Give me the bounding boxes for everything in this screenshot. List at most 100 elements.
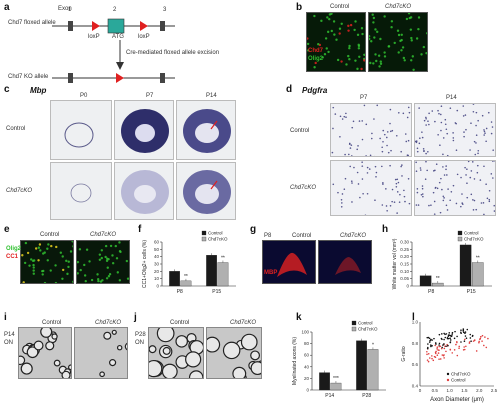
chart-f: 0 10 20 30 40 50 60 CC1+Olig2+ cells (%) P8 ** P15… xyxy=(142,231,236,295)
panel-i-age: P14 xyxy=(4,332,15,338)
panel-i-col-control: Control xyxy=(42,320,62,326)
scatter-point xyxy=(431,357,433,360)
loxp-label-right: loxP xyxy=(138,34,150,40)
legend-label: Control xyxy=(464,231,479,236)
scatter-point xyxy=(475,350,478,352)
legend-label: Control xyxy=(208,231,223,236)
bar xyxy=(330,382,342,391)
scatter-point xyxy=(448,334,451,337)
allele-schematic xyxy=(52,18,175,83)
y-tick-label: 20 xyxy=(304,376,310,381)
panel-c-cko-p14 xyxy=(176,162,236,220)
scatter-point xyxy=(438,342,441,345)
x-tick-label: P8 xyxy=(428,289,434,295)
scatter-point xyxy=(438,333,441,336)
legend-label: Chd7cKO xyxy=(208,237,228,242)
scatter-point xyxy=(479,338,481,341)
scatter-point xyxy=(451,333,453,335)
scatter-point xyxy=(455,343,457,346)
scatter-point xyxy=(463,346,465,348)
panel-i-col-cko: Chd7cKO xyxy=(95,320,122,326)
panel-d-col-p14: P14 xyxy=(446,95,457,101)
panel-c-cko-p0 xyxy=(50,162,112,220)
panel-i-cko-em xyxy=(74,327,128,379)
panel-d-row-cko: Chd7cKO xyxy=(290,185,317,191)
y-tick-label: 0.20 xyxy=(400,254,409,259)
scatter-point xyxy=(449,341,452,344)
scatter-point xyxy=(437,352,440,354)
significance-marker: *** xyxy=(333,376,339,382)
panel-c-col-p14: P14 xyxy=(206,93,217,99)
x-tick-label: P28 xyxy=(362,393,371,399)
panel-label-e: e xyxy=(4,224,10,235)
scatter-point xyxy=(446,337,449,340)
panel-g-age: P8 xyxy=(264,233,272,239)
panel-c-control-p0 xyxy=(50,100,112,160)
scatter-point xyxy=(436,354,439,357)
panel-label-l: l xyxy=(412,312,415,323)
y-tick-label: 40 xyxy=(304,364,310,369)
panel-j-cko-em xyxy=(206,327,262,379)
panel-c-row-control: Control xyxy=(6,126,26,132)
y-axis-label: G-ratio xyxy=(401,346,407,362)
panel-e-cko-image xyxy=(76,240,130,284)
legend-swatch xyxy=(457,230,463,236)
scatter-point xyxy=(458,345,461,348)
scatter-point xyxy=(464,332,466,335)
panel-d-control-p14 xyxy=(414,103,496,157)
scatter-point xyxy=(462,349,465,351)
y-tick-label: 100 xyxy=(301,330,309,335)
scatter-point xyxy=(447,335,450,338)
panel-j-age: P28 xyxy=(135,332,146,338)
chart-l: 0 0.5 1.0 1.5 2.0 2.5 0.4 0.6 0.8 1.0 Axon Diamete… xyxy=(401,320,498,404)
exon-label: Exon xyxy=(58,6,72,12)
panel-b-col-cko: Chd7cKO xyxy=(385,4,412,10)
panel-label-g: g xyxy=(250,224,257,235)
panel-g-stain: MBP xyxy=(264,270,278,276)
panel-c-col-p0: P0 xyxy=(80,93,88,99)
scatter-point xyxy=(428,337,431,340)
scatter-point xyxy=(451,335,453,337)
bar xyxy=(472,262,484,287)
y-tick-label: 40 xyxy=(154,254,160,259)
y-tick-label: 20 xyxy=(154,269,160,274)
scatter-point xyxy=(441,354,444,356)
scatter-point xyxy=(427,353,430,355)
y-tick-label: 10 xyxy=(154,276,160,281)
scatter-point xyxy=(430,344,432,346)
scatter-point xyxy=(434,344,436,347)
scatter-point xyxy=(433,337,435,340)
scatter-point xyxy=(465,345,467,348)
floxed-allele-label: Chd7 floxed allele xyxy=(8,20,56,26)
scatter-point xyxy=(468,341,471,343)
panel-d-gene: Pdgfra xyxy=(302,86,328,95)
scatter-point xyxy=(444,336,447,339)
scatter-point xyxy=(462,329,465,331)
scatter-point xyxy=(445,345,447,348)
scatter-point xyxy=(427,343,429,345)
scatter-point xyxy=(462,331,465,334)
scatter-point xyxy=(427,336,430,339)
y-tick-label: 0.30 xyxy=(400,240,409,245)
panel-c-control-p14 xyxy=(176,100,236,160)
scatter-point xyxy=(465,337,468,340)
y-tick-label: 0.25 xyxy=(400,247,409,252)
exon-number-2: 2 xyxy=(113,7,117,13)
scatter-point xyxy=(441,333,443,335)
y-tick-label: 0.15 xyxy=(400,262,409,267)
scatter-point xyxy=(463,338,466,341)
scatter-point xyxy=(449,339,452,341)
y-tick-label: 0.05 xyxy=(400,276,409,281)
x-tick-label: 2.5 xyxy=(491,388,498,393)
scatter-point xyxy=(442,344,444,346)
scatter-point xyxy=(426,353,428,356)
x-tick-label: P8 xyxy=(177,289,183,295)
legend-swatch xyxy=(457,236,463,242)
panel-j-control-em xyxy=(148,327,204,379)
panel-label-h: h xyxy=(382,224,389,235)
scatter-point xyxy=(443,354,445,356)
scatter-point xyxy=(430,338,432,341)
panel-b-col-control: Control xyxy=(330,4,350,10)
scatter-point xyxy=(439,358,442,360)
panel-d-cko-p14 xyxy=(414,160,496,216)
